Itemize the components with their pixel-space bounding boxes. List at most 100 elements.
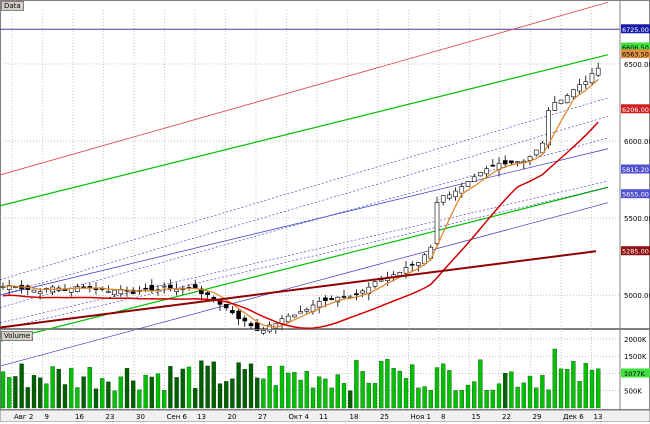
volume-bar[interactable] [298,379,303,409]
volume-bar[interactable] [496,383,502,409]
volume-bar[interactable] [521,382,526,409]
volume-bar[interactable] [323,378,328,409]
candle-body[interactable] [223,303,229,309]
volume-bar[interactable] [279,365,285,409]
volume-bar[interactable] [131,380,136,409]
volume-bar[interactable] [25,387,30,409]
candle-body[interactable] [267,324,272,332]
volume-bar[interactable] [162,390,167,409]
volume-bar[interactable] [186,366,192,409]
volume-bar[interactable] [87,367,92,409]
volume-bar[interactable] [38,377,43,409]
volume-bar[interactable] [19,363,24,409]
volume-bar[interactable] [453,390,458,409]
candle-body[interactable] [143,287,148,290]
candle-body[interactable] [471,176,477,182]
volume-bar[interactable] [224,381,229,409]
volume-bar[interactable] [552,348,557,409]
candle-body[interactable] [465,181,471,187]
volume-bar[interactable] [354,360,359,409]
candle-body[interactable] [205,292,210,295]
candle-body[interactable] [397,272,403,276]
candle-body[interactable] [354,293,359,296]
volume-bar[interactable] [174,377,179,409]
volume-bar[interactable] [193,387,198,409]
candle-body[interactable] [37,291,43,295]
volume-bar[interactable] [50,366,55,409]
candle-body[interactable] [378,279,384,282]
volume-bar[interactable] [348,390,353,409]
candle-body[interactable] [87,286,93,288]
volume-bar[interactable] [155,373,161,409]
volume-bar[interactable] [230,378,235,409]
volume-bar[interactable] [565,369,570,409]
volume-bar[interactable] [255,377,260,409]
volume-bar[interactable] [137,389,142,409]
candle-body[interactable] [304,309,310,312]
candle-body[interactable] [199,288,204,295]
candle-body[interactable] [112,289,117,296]
candle-body[interactable] [298,311,303,314]
volume-bar[interactable] [44,383,49,409]
volume-bar[interactable] [391,368,396,409]
candle-body[interactable] [68,288,74,293]
volume-bar[interactable] [515,386,520,409]
volume-bar[interactable] [75,387,80,409]
candle-body[interactable] [192,284,198,289]
volume-bar[interactable] [100,378,105,409]
volume-bar[interactable] [242,369,247,409]
candle-body[interactable] [546,110,551,146]
candle-body[interactable] [174,289,179,292]
volume-bar[interactable] [490,389,495,409]
candle-body[interactable] [409,263,415,266]
candle-body[interactable] [31,289,37,293]
volume-bar[interactable] [93,388,99,409]
volume-bar[interactable] [81,376,86,409]
candle-body[interactable] [62,289,68,291]
candle-body[interactable] [447,194,452,199]
volume-bar[interactable] [441,363,446,409]
candle-body[interactable] [533,149,539,156]
volume-bar[interactable] [385,358,390,409]
volume-bar[interactable] [422,386,427,409]
volume-bar[interactable] [484,390,489,409]
candle-body[interactable] [558,99,564,104]
candle-body[interactable] [106,291,111,293]
volume-bar[interactable] [292,372,297,409]
volume-bar[interactable] [379,361,384,409]
candle-body[interactable] [329,298,334,300]
candle-body[interactable] [422,254,427,265]
candle-body[interactable] [242,317,248,322]
candle-body[interactable] [416,262,421,266]
volume-bar[interactable] [211,361,216,409]
volume-bar[interactable] [168,366,173,409]
candle-body[interactable] [583,81,589,85]
candle-body[interactable] [571,89,576,98]
volume-bar[interactable] [248,363,254,409]
candle-body[interactable] [261,330,266,334]
candle-body[interactable] [372,281,378,287]
volume-bar[interactable] [534,387,539,409]
volume-bar[interactable] [217,383,223,409]
candle-body[interactable] [285,315,291,323]
volume-bar[interactable] [112,390,117,409]
volume-bar[interactable] [360,371,365,409]
volume-bar[interactable] [304,370,309,409]
volume-bar[interactable] [69,367,74,409]
volume-bar[interactable] [583,363,588,409]
candle-body[interactable] [509,160,514,164]
volume-bar[interactable] [62,384,68,409]
volume-bar[interactable] [459,390,464,409]
candle-body[interactable] [360,290,365,294]
candle-body[interactable] [484,168,489,175]
volume-bar[interactable] [267,365,272,409]
candle-body[interactable] [589,72,595,84]
volume-bar[interactable] [478,359,483,409]
candle-body[interactable] [323,297,328,302]
volume-bar[interactable] [273,385,278,409]
volume-bar[interactable] [180,368,185,409]
candle-body[interactable] [478,172,483,177]
volume-bar[interactable] [31,375,37,409]
candle-body[interactable] [75,286,80,292]
